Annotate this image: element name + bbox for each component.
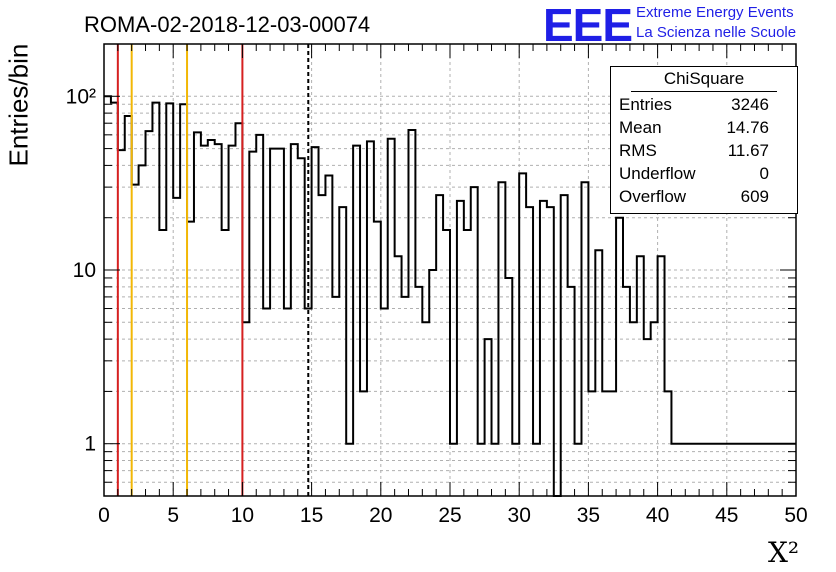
stat-row-overflow: Overflow 609 — [619, 187, 769, 209]
stat-key: Mean — [619, 118, 662, 137]
stats-divider — [631, 91, 777, 92]
y-axis-label: Entries/bin — [3, 43, 34, 167]
x-tick-label: 35 — [577, 504, 600, 527]
stat-row-entries: Entries 3246 — [619, 95, 769, 117]
y-tick-label: 10² — [66, 85, 96, 108]
y-tick-label: 1 — [84, 433, 96, 456]
x-tick-label: 10 — [231, 504, 254, 527]
eee-logo: EEE — [543, 0, 633, 51]
stat-value: 0 — [759, 164, 769, 183]
stat-value: 14.76 — [726, 118, 769, 137]
logo-line-1: Extreme Energy Events — [636, 4, 794, 21]
x-tick-label: 20 — [369, 504, 392, 527]
x-tick-label: 15 — [300, 504, 323, 527]
x-tick-label: 40 — [646, 504, 669, 527]
x-tick-label: 25 — [438, 504, 461, 527]
stat-key: Overflow — [619, 187, 687, 206]
logo-line-2: La Scienza nelle Scuole — [636, 24, 797, 41]
stat-value: 11.67 — [727, 141, 769, 160]
stat-key: RMS — [619, 141, 657, 160]
stat-value: 3246 — [731, 95, 769, 114]
histogram-outline — [104, 95, 796, 497]
x-tick-label: 50 — [784, 504, 807, 527]
stat-value: 609 — [740, 187, 769, 206]
x-axis-label: X² — [768, 536, 800, 569]
x-tick-label: 30 — [508, 504, 531, 527]
stat-key: Underflow — [619, 164, 696, 183]
run-title: ROMA-02-2018-12-03-00074 — [84, 12, 371, 37]
stat-row-rms: RMS 11.67 — [619, 141, 769, 163]
stats-box: ChiSquare Entries 3246 Mean 14.76 RMS 11… — [610, 66, 798, 214]
x-tick-label: 0 — [98, 504, 110, 527]
stat-key: Entries — [619, 95, 672, 114]
x-tick-label: 5 — [167, 504, 179, 527]
stat-row-underflow: Underflow 0 — [619, 164, 769, 186]
stats-title: ChiSquare — [663, 69, 745, 88]
stat-row-mean: Mean 14.76 — [619, 118, 769, 140]
y-tick-label: 10 — [73, 259, 96, 282]
x-tick-label: 45 — [715, 504, 738, 527]
